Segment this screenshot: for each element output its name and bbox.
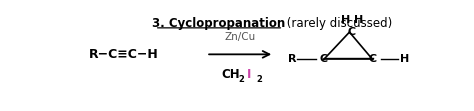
Text: 2: 2 [238,75,244,84]
Text: H: H [341,15,350,25]
Text: C: C [319,55,328,64]
Text: H: H [400,55,410,64]
Text: I: I [247,68,251,81]
Text: Zn/Cu: Zn/Cu [225,32,256,42]
Text: H: H [354,15,363,25]
Text: R: R [288,55,296,64]
Text: R−C≡C−H: R−C≡C−H [89,48,158,61]
Text: C: C [347,27,356,37]
Text: C: C [369,55,377,64]
Text: (rarely discussed): (rarely discussed) [283,17,392,30]
Text: CH: CH [222,68,240,81]
Text: 3. Cyclopropanation: 3. Cyclopropanation [153,17,286,30]
Text: 2: 2 [257,75,263,84]
